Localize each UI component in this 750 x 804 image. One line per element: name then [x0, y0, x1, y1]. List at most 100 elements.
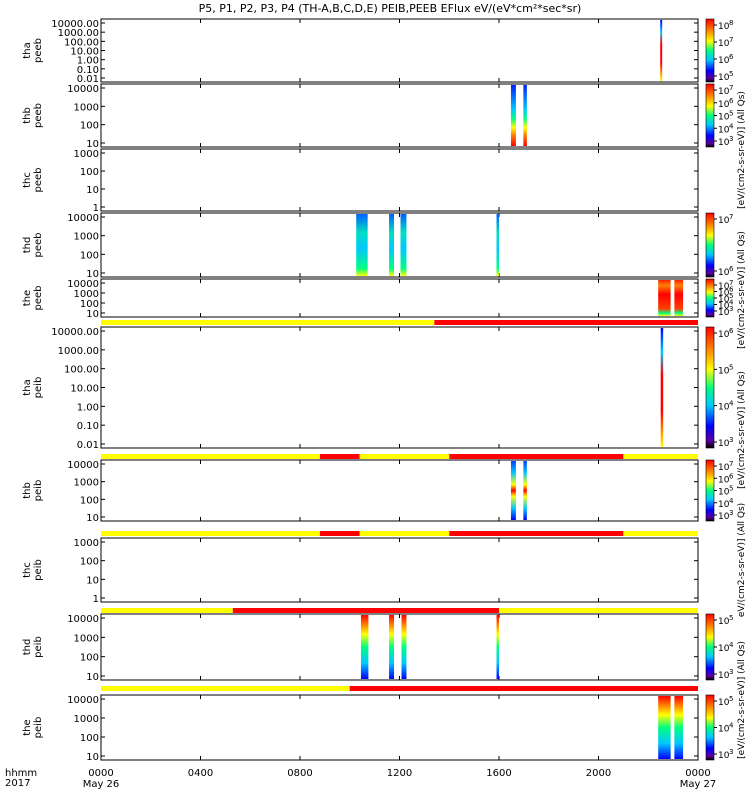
colorbar-tick-exponent: 7: [729, 213, 733, 221]
y-tick-label: 1000: [74, 232, 99, 243]
panel-frame-tha-peeb: [100, 18, 699, 83]
mode-bar-segment-yellow: [101, 686, 350, 691]
y-tick-label: 1000.00: [58, 28, 99, 39]
y-tick-label: 1000: [74, 478, 99, 489]
colorbar-tick-exponent: 4: [729, 641, 734, 649]
y-tick-label: 10: [86, 309, 99, 320]
colorbar-label-5: [eV/(cm2-s-sr-eV)] (All Qs): [737, 641, 747, 759]
colorbar-tick-exponent: 3: [729, 305, 733, 313]
y-tick-label: 100: [80, 167, 99, 178]
data-block: [510, 85, 516, 146]
mode-bar-segment-red: [349, 686, 698, 691]
y-tick-label: 0.10: [77, 421, 99, 432]
y-tick-label: 100: [80, 653, 99, 664]
panel-frame-thb-peib: [100, 459, 699, 522]
colorbar-tick-exponent: 3: [729, 668, 733, 676]
colorbar-tick-label: 10: [718, 87, 730, 97]
data-block: [360, 615, 369, 679]
mode-bar-segment-yellow: [359, 531, 450, 536]
y-tick-label: 10000.00: [51, 327, 99, 338]
colorbar-tick-label: 10: [718, 475, 730, 485]
colorbar-tick-label: 10: [718, 512, 730, 522]
colorbar-tick-exponent: 4: [729, 122, 734, 130]
data-block: [658, 696, 671, 759]
colorbar: [705, 326, 715, 449]
mode-bar-segment-red: [449, 531, 624, 536]
panel-label-line2: peib: [33, 377, 44, 399]
colorbar-tick-exponent: 7: [729, 460, 733, 468]
y-tick-label: 100: [80, 733, 99, 744]
colorbar-tick-label: 10: [718, 268, 730, 278]
colorbar-tick-label: 10: [718, 644, 730, 654]
colorbar-tick-label: 10: [718, 330, 730, 340]
y-tick-label: 1000: [74, 149, 99, 160]
y-tick-label: 10000: [67, 460, 99, 471]
panel-frame-the-peib: [100, 694, 699, 761]
mode-bar-segment-red: [319, 531, 360, 536]
x-tick-label: 0800: [287, 768, 312, 779]
y-tick-label: 0.10: [77, 65, 99, 76]
y-tick-label: 10000.00: [51, 19, 99, 30]
y-tick-label: 100.00: [64, 365, 99, 376]
colorbar-tick-label: 10: [718, 463, 730, 473]
panel-label-line2: peeb: [33, 233, 44, 258]
colorbar-tick-exponent: 6: [729, 286, 734, 294]
data-block: [400, 214, 407, 276]
colorbar-tick-label: 10: [718, 125, 730, 135]
mode-bar-segment-yellow: [359, 454, 450, 459]
data-block: [523, 85, 527, 146]
mode-bar-segment-red: [319, 454, 360, 459]
y-tick-label: 10: [86, 513, 99, 524]
x-tick-label: 1600: [486, 768, 511, 779]
panel-label-line2: peib: [33, 636, 44, 658]
colorbar-tick-exponent: 7: [729, 279, 733, 287]
colorbar-tick-label: 10: [718, 56, 730, 66]
y-tick-label: 10: [86, 139, 99, 150]
colorbar-tick-label: 10: [718, 671, 730, 681]
colorbar: [705, 212, 715, 278]
panel-label-line2: peib: [33, 717, 44, 739]
colorbar-tick-exponent: 6: [729, 327, 734, 335]
colorbar-tick-exponent: 3: [729, 748, 733, 756]
colorbar: [705, 459, 715, 522]
panel-label-line2: peib: [33, 559, 44, 581]
y-tick-label: 0.01: [77, 440, 99, 451]
colorbar-tick-exponent: 5: [729, 292, 733, 300]
x-tick-label: 0400: [188, 768, 213, 779]
colorbar: [705, 278, 715, 318]
panel-label-line1: thc: [22, 562, 33, 578]
y-tick-label: 100: [80, 121, 99, 132]
y-tick-label: 1000: [74, 633, 99, 644]
colorbar-tick-label: 10: [718, 73, 730, 83]
colorbar-tick-label: 10: [718, 308, 730, 318]
mode-bar-segment-yellow: [101, 608, 233, 613]
x-tick-label: 0000: [88, 768, 113, 779]
panel-frame-thd-peib: [100, 613, 699, 681]
y-tick-label: 1: [93, 203, 99, 214]
panel-label-line1: thb: [22, 107, 33, 124]
y-tick-label: 10000: [67, 614, 99, 625]
y-tick-label: 1000: [74, 289, 99, 300]
colorbar-tick-exponent: 7: [729, 36, 733, 44]
x-tick-label: 1200: [387, 768, 412, 779]
panel-label-line1: thd: [22, 237, 33, 254]
mode-bar-segment-yellow: [101, 320, 435, 325]
y-tick-label: 1000: [74, 714, 99, 725]
panel-frame-thb-peeb: [100, 83, 699, 148]
colorbar-tick-label: 10: [718, 366, 730, 376]
colorbar-tick-exponent: 5: [729, 614, 733, 622]
panel-label-line2: peeb: [33, 168, 44, 193]
y-tick-label: 100.00: [64, 37, 99, 48]
x-tick-label: 0000: [685, 768, 710, 779]
mode-bar-segment-red: [434, 320, 698, 325]
colorbar-tick-label: 10: [718, 138, 730, 148]
colorbar-tick-exponent: 6: [729, 472, 734, 480]
x-label-line1: hhmm: [5, 768, 37, 779]
colorbar-tick-label: 10: [718, 751, 730, 761]
colorbar-tick-exponent: 5: [729, 695, 733, 703]
x-date-end: May 27: [680, 779, 717, 790]
data-block: [660, 328, 664, 447]
colorbar-tick-label: 10: [718, 113, 730, 123]
colorbar-tick-exponent: 3: [729, 509, 733, 517]
